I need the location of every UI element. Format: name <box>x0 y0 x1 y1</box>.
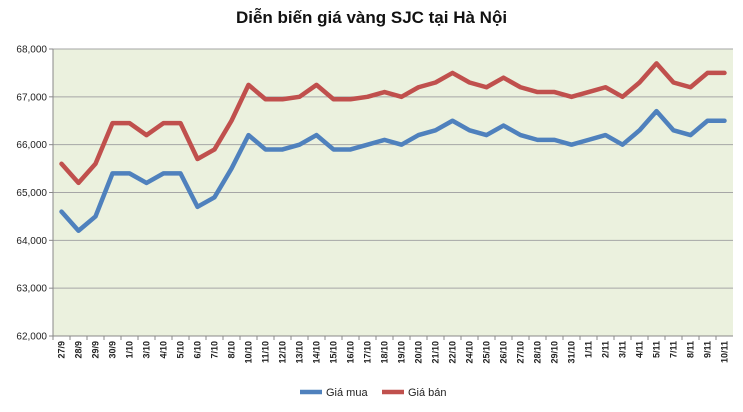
y-tick-label: 68,000 <box>16 45 47 56</box>
series-line-gia-ban <box>59 61 727 186</box>
x-tick-label: 28/10 <box>533 341 543 364</box>
legend: Giá mua Giá bán <box>300 387 447 399</box>
legend-label: Giá bán <box>408 387 447 399</box>
series-lines <box>59 61 727 234</box>
x-tick-label: 26/10 <box>499 341 509 364</box>
x-tick-label: 29/9 <box>91 341 101 359</box>
x-axis-ticks: 27/9 28/9 29/9 30/9 1/10 3/10 4/10 5/10 6/10 7/10… <box>57 341 730 364</box>
x-tick-label: 10/10 <box>244 341 254 364</box>
x-tick-label: 31/10 <box>567 341 577 364</box>
chart-title: Diễn biến giá vàng SJC tại Hà Nội <box>235 8 508 27</box>
x-tick-label: 9/11 <box>703 341 713 358</box>
x-tick-label: 29/10 <box>550 341 560 364</box>
x-tick-label: 27/10 <box>516 341 526 364</box>
x-tick-label: 6/10 <box>193 341 203 359</box>
series-line-gia-mua <box>59 108 727 234</box>
x-tick-label: 20/10 <box>414 341 424 364</box>
y-axis-ticks: 62,000 63,000 64,000 65,000 66,000 67,000 68,0… <box>16 45 47 343</box>
x-tick-label: 8/11 <box>686 341 696 358</box>
x-tick-label: 5/11 <box>652 341 662 358</box>
y-tick-label: 66,000 <box>16 140 47 151</box>
x-tick-label: 22/10 <box>448 341 458 364</box>
x-tick-label: 13/10 <box>295 341 305 364</box>
x-tick-label: 4/10 <box>159 341 169 359</box>
x-tick-label: 24/10 <box>465 341 475 364</box>
x-tick-label: 16/10 <box>346 341 356 364</box>
x-tick-label: 5/10 <box>176 341 186 359</box>
x-tick-label: 4/11 <box>635 341 645 358</box>
x-tick-label: 27/9 <box>57 341 67 359</box>
y-tick-label: 62,000 <box>16 332 47 343</box>
y-tick-label: 64,000 <box>16 236 47 247</box>
x-tick-label: 11/10 <box>261 341 271 363</box>
y-tick-label: 63,000 <box>16 284 47 295</box>
x-tick-label: 8/10 <box>227 341 237 359</box>
legend-label: Giá mua <box>326 387 368 399</box>
x-tick-label: 14/10 <box>312 341 322 364</box>
x-tick-label: 1/11 <box>584 341 594 358</box>
x-tick-label: 1/10 <box>125 341 135 359</box>
x-tick-label: 10/11 <box>720 341 730 363</box>
x-tick-label: 7/10 <box>210 341 220 359</box>
x-tick-label: 15/10 <box>329 341 339 364</box>
x-tick-label: 2/11 <box>601 341 611 358</box>
x-tick-label: 12/10 <box>278 341 288 364</box>
x-tick-label: 21/10 <box>431 341 441 364</box>
x-tick-label: 25/10 <box>482 341 492 364</box>
x-tick-label: 28/9 <box>74 341 84 359</box>
x-tick-label: 3/11 <box>618 341 628 358</box>
x-tick-label: 17/10 <box>363 341 373 364</box>
x-tick-label: 19/10 <box>397 341 407 364</box>
x-tick-label: 7/11 <box>669 341 679 358</box>
y-tick-label: 65,000 <box>16 188 47 199</box>
x-tick-label: 30/9 <box>108 341 118 359</box>
x-tick-label: 3/10 <box>142 341 152 359</box>
x-tick-label: 18/10 <box>380 341 390 364</box>
y-tick-label: 67,000 <box>16 92 47 103</box>
